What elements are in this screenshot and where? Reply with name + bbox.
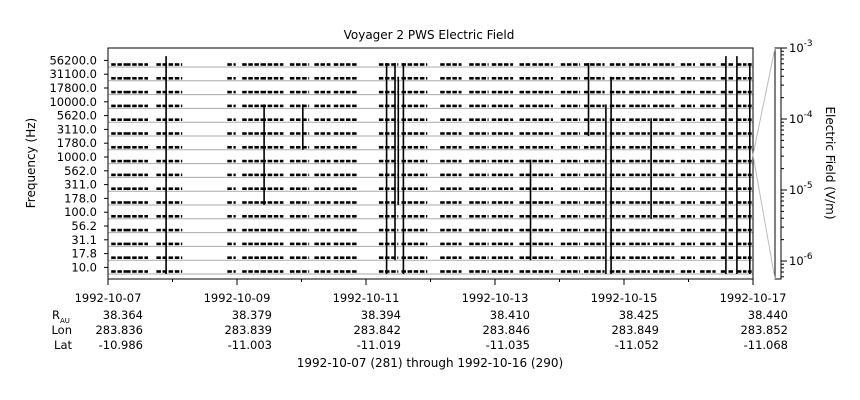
ephemeris-value: 38.394 xyxy=(361,308,401,322)
y-tick-label: 31.1 xyxy=(71,233,97,247)
scale-tick-label: 10-4 xyxy=(789,110,813,126)
electric-field-scale: 10-3 10-4 10-5 10-6 xyxy=(752,39,813,280)
y-tick-label: 1780.0 xyxy=(57,136,97,150)
x-axis-label: 1992-10-07 (281) through 1992-10-16 (290… xyxy=(297,356,563,370)
ephemeris-value: -11.035 xyxy=(486,338,530,352)
ephemeris-value: 38.440 xyxy=(748,308,788,322)
x-tick-label: 1992-10-13 xyxy=(462,291,529,305)
ephemeris-value: 283.839 xyxy=(224,323,272,337)
y2-axis-label: Electric Field (V/m) xyxy=(823,106,837,219)
ephemeris-row-label-subscript: AU xyxy=(60,317,70,325)
chart-title: Voyager 2 PWS Electric Field xyxy=(344,28,515,42)
ephemeris-value: -11.019 xyxy=(357,338,401,352)
scale-connector-top xyxy=(752,47,776,156)
ephemeris-value: -11.052 xyxy=(615,338,659,352)
ephemeris-value: -11.003 xyxy=(228,338,272,352)
y-tick-label: 10000.0 xyxy=(49,95,97,109)
frequency-axis: 10.017.831.156.2100.0178.0311.0562.01000… xyxy=(49,53,108,274)
y-tick-label: 100.0 xyxy=(64,205,97,219)
ephemeris-row-label: Lon xyxy=(51,323,72,337)
ephemeris-value: 283.846 xyxy=(482,323,530,337)
scale-tick-exponent: -4 xyxy=(804,110,813,120)
x-tick-label: 1992-10-09 xyxy=(204,291,271,305)
y-tick-label: 17.8 xyxy=(71,247,97,261)
x-tick-label: 1992-10-07 xyxy=(75,291,142,305)
ephemeris-value: 38.410 xyxy=(490,308,530,322)
ephemeris-value: 283.852 xyxy=(740,323,788,337)
time-axis: 1992-10-07 1992-10-09 1992-10-11 1992-10-13… xyxy=(75,279,787,305)
scale-tick-exponent: -6 xyxy=(804,252,813,262)
y-axis-label: Frequency (Hz) xyxy=(24,118,38,209)
ephemeris-row-label: R xyxy=(52,308,60,322)
y-tick-label: 562.0 xyxy=(64,164,97,178)
y-tick-label: 56200.0 xyxy=(49,53,97,67)
y-tick-label: 31100.0 xyxy=(49,67,97,81)
ephemeris-row-label: Lat xyxy=(54,338,72,352)
scale-connector-bottom xyxy=(752,154,776,280)
scale-tick-exponent: -3 xyxy=(804,39,813,49)
y-tick-label: 10.0 xyxy=(71,260,97,274)
y-tick-label: 311.0 xyxy=(64,178,97,192)
ephemeris-value: 38.379 xyxy=(232,308,272,322)
ephemeris-value: 38.425 xyxy=(619,308,659,322)
ephemeris-value: 283.842 xyxy=(353,323,401,337)
scale-tick-label: 10-5 xyxy=(789,181,813,197)
ephemeris-value: -10.986 xyxy=(99,338,143,352)
scale-bar xyxy=(774,47,782,280)
scale-tick-label: 10-6 xyxy=(789,252,813,268)
ephemeris-table: R AU 38.364 38.379 38.394 38.410 38.425 38.440 L… xyxy=(51,308,788,352)
x-tick-label: 1992-10-15 xyxy=(591,291,658,305)
y-tick-label: 17800.0 xyxy=(49,81,97,95)
frequency-bands xyxy=(108,56,753,275)
y-tick-label: 178.0 xyxy=(64,191,97,205)
y-tick-label: 5620.0 xyxy=(57,109,97,123)
scale-tick-exponent: -5 xyxy=(804,181,813,191)
ephemeris-value: 283.836 xyxy=(95,323,143,337)
ephemeris-value: -11.068 xyxy=(744,338,788,352)
y-tick-label: 56.2 xyxy=(71,219,97,233)
y-tick-label: 1000.0 xyxy=(57,150,97,164)
scale-tick-label: 10-3 xyxy=(789,39,813,55)
x-tick-label: 1992-10-11 xyxy=(333,291,400,305)
ephemeris-value: 283.849 xyxy=(611,323,659,337)
ephemeris-value: 38.364 xyxy=(103,308,143,322)
x-tick-label: 1992-10-17 xyxy=(720,291,787,305)
y-tick-label: 3110.0 xyxy=(57,122,97,136)
